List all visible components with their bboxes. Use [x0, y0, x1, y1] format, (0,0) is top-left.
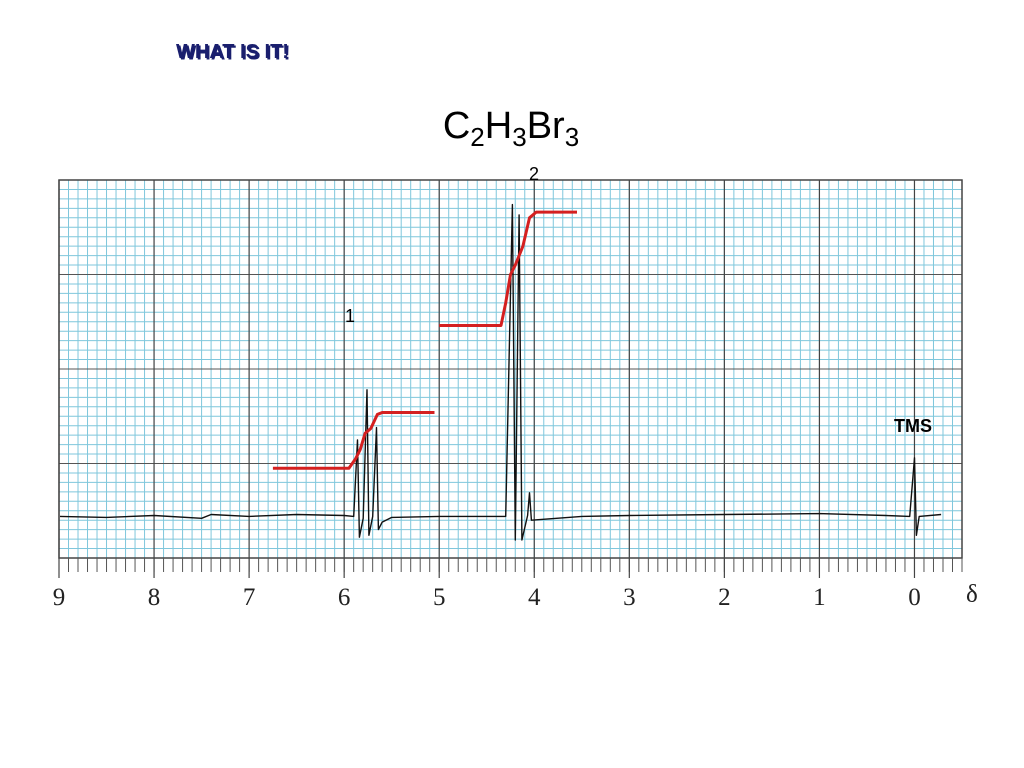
- element: Br: [527, 105, 565, 147]
- x-tick-label: 2: [718, 584, 731, 611]
- annotation: TMS: [894, 416, 932, 436]
- x-tick-label: 5: [433, 584, 446, 611]
- element: H: [485, 105, 512, 147]
- integral-1: [272, 411, 435, 470]
- x-tick-label: 8: [148, 584, 161, 611]
- x-tick-label: 6: [338, 584, 351, 611]
- annotation: 2: [529, 164, 539, 184]
- x-tick-label: 0: [908, 584, 921, 611]
- x-tick-label: 7: [243, 584, 256, 611]
- integral-2: [439, 210, 577, 327]
- spectrum: [59, 203, 942, 541]
- title-shadow: WHAT IS IT!: [178, 43, 291, 65]
- subscript: 3: [512, 122, 526, 152]
- title: WHAT IS IT!: [176, 41, 289, 63]
- formula: C2H3Br3: [443, 105, 579, 152]
- x-tick-label: 3: [623, 584, 636, 611]
- plot: 9 8 7 6 5 4 3 2 1 0 δ 1 2 TMS: [53, 164, 978, 611]
- x-axis-label: δ: [966, 581, 978, 608]
- subscript: 3: [565, 122, 579, 152]
- x-tick-label: 1: [813, 584, 826, 611]
- x-tick-label: 4: [528, 584, 541, 611]
- subscript: 2: [470, 122, 484, 152]
- annotation: 1: [345, 306, 355, 326]
- x-tick-label: 9: [53, 584, 66, 611]
- element: C: [443, 105, 470, 147]
